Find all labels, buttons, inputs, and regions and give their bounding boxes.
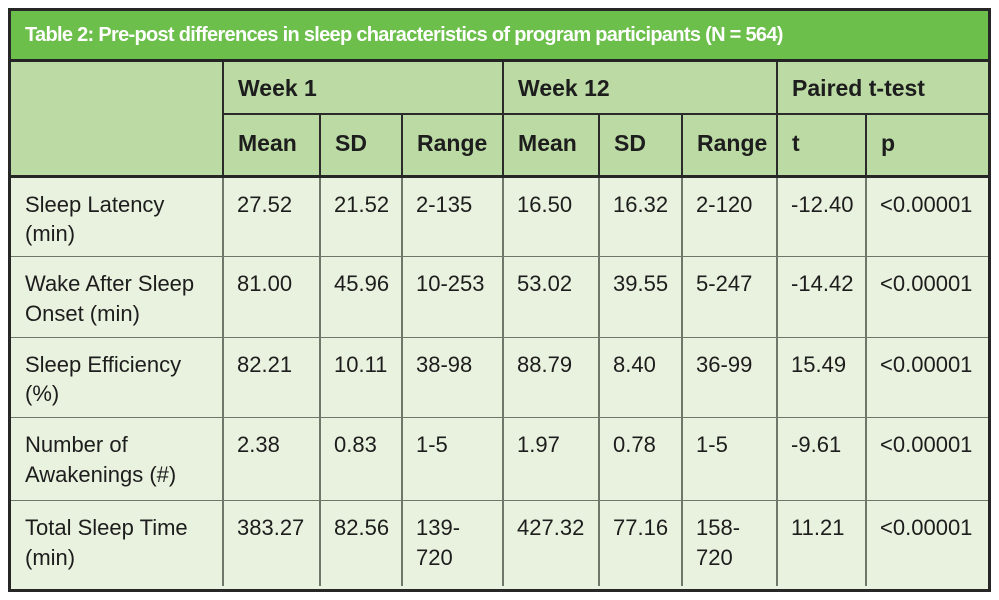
cell: 45.96 [319,256,402,338]
cell: -9.61 [776,417,867,501]
col-header-t: t [776,114,867,178]
corner-cell [11,62,223,178]
cell: <0.00001 [865,175,988,257]
col-header-week1-range: Range [400,114,504,178]
cell: 38-98 [400,336,504,418]
cell: 383.27 [222,499,320,586]
cell: -12.40 [776,175,867,257]
cell: 158-720 [681,499,778,586]
col-header-p: p [865,114,988,178]
cell: 1-5 [681,417,778,501]
row-label: Total Sleep Time (min) [11,499,223,586]
cell: 2-135 [400,175,504,257]
row-label: Sleep Efficiency (%) [11,336,223,418]
group-header-paired-ttest: Paired t-test [776,62,988,115]
cell: 0.78 [598,417,683,501]
cell: 15.49 [776,336,867,418]
cell: 1.97 [502,417,600,501]
col-header-week1-sd: SD [319,114,402,178]
table-row: Wake After Sleep Onset (min) 81.00 45.96… [11,256,988,338]
group-header-row: Week 1 Week 12 Paired t-test [11,62,988,178]
cell: 81.00 [222,256,320,338]
cell: 82.21 [222,336,320,418]
cell: 427.32 [502,499,600,586]
group-header-week1: Week 1 [221,62,504,115]
cell: 39.55 [598,256,683,338]
cell: 82.56 [319,499,402,586]
cell: <0.00001 [865,417,988,501]
cell: 36-99 [681,336,778,418]
cell: <0.00001 [865,256,988,338]
col-header-week12-sd: SD [598,114,683,178]
cell: 27.52 [222,175,320,257]
cell: 8.40 [598,336,683,418]
cell: 5-247 [681,256,778,338]
table-row: Total Sleep Time (min) 383.27 82.56 139-… [11,499,988,586]
cell: <0.00001 [865,499,988,586]
col-header-week1-mean: Mean [222,114,320,178]
cell: 16.32 [598,175,683,257]
row-label: Sleep Latency (min) [11,175,223,257]
cell: 21.52 [319,175,402,257]
table-row: Sleep Latency (min) 27.52 21.52 2-135 16… [11,175,988,257]
cell: 139-720 [400,499,504,586]
cell: -14.42 [776,256,867,338]
cell: 0.83 [319,417,402,501]
cell: 2.38 [222,417,320,501]
cell: 53.02 [502,256,600,338]
cell: 77.16 [598,499,683,586]
cell: 1-5 [400,417,504,501]
table-row: Number of Awakenings (#) 2.38 0.83 1-5 1… [11,417,988,501]
cell: <0.00001 [865,336,988,418]
sub-header-row: Mean SD Range Mean SD Range t p [11,114,988,178]
table-row: Sleep Efficiency (%) 82.21 10.11 38-98 8… [11,336,988,418]
table-title: Table 2: Pre-post differences in sleep c… [25,23,783,46]
cell: 10-253 [400,256,504,338]
table-title-bar: Table 2: Pre-post differences in sleep c… [11,11,988,62]
cell: 11.21 [776,499,867,586]
row-label: Number of Awakenings (#) [11,417,223,501]
cell: 16.50 [502,175,600,257]
sleep-characteristics-table: Week 1 Week 12 Paired t-test Mean SD Ran… [11,62,988,586]
row-label: Wake After Sleep Onset (min) [11,256,223,338]
group-header-week12: Week 12 [502,62,778,115]
cell: 10.11 [319,336,402,418]
col-header-week12-mean: Mean [502,114,600,178]
table-frame: Table 2: Pre-post differences in sleep c… [8,8,991,592]
cell: 2-120 [681,175,778,257]
col-header-week12-range: Range [681,114,778,178]
cell: 88.79 [502,336,600,418]
